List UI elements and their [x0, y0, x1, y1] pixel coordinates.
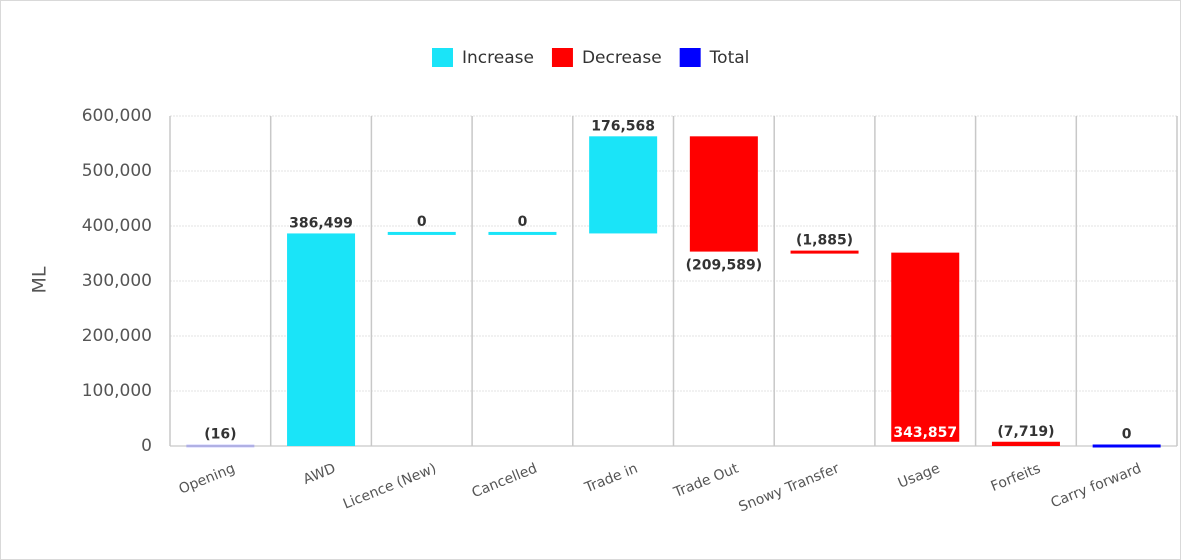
- bar: [790, 250, 859, 254]
- legend-label: Decrease: [582, 48, 662, 68]
- bar: [488, 231, 557, 235]
- bar: [991, 441, 1060, 446]
- value-label: 343,857: [893, 425, 957, 441]
- value-label: 0: [1122, 427, 1132, 443]
- y-tick-label: 500,000: [82, 161, 152, 181]
- legend-label: Increase: [462, 48, 534, 68]
- y-tick-label: 100,000: [82, 381, 152, 401]
- value-label: (16): [204, 427, 236, 443]
- value-label: (7,719): [997, 424, 1054, 440]
- bar: [287, 233, 356, 447]
- value-label: 386,499: [289, 215, 353, 231]
- bar: [689, 136, 758, 252]
- value-label: (209,589): [686, 258, 763, 274]
- legend-label: Total: [709, 48, 750, 68]
- bar: [589, 136, 658, 234]
- legend-swatch: [432, 48, 453, 67]
- y-tick-label: 0: [141, 436, 152, 456]
- value-label: 176,568: [591, 118, 655, 134]
- bar: [387, 231, 456, 235]
- value-label: (1,885): [796, 233, 853, 249]
- legend-swatch: [679, 48, 701, 67]
- value-label: 0: [518, 214, 528, 230]
- legend-swatch: [551, 48, 573, 67]
- y-tick-label: 600,000: [82, 106, 152, 126]
- bar: [891, 252, 960, 442]
- y-tick-label: 300,000: [82, 271, 152, 291]
- bar: [186, 444, 255, 448]
- bar: [1092, 444, 1161, 448]
- y-axis-title: ML: [29, 266, 51, 293]
- y-tick-label: 400,000: [82, 216, 152, 236]
- y-tick-label: 200,000: [82, 326, 152, 346]
- value-label: 0: [417, 214, 427, 230]
